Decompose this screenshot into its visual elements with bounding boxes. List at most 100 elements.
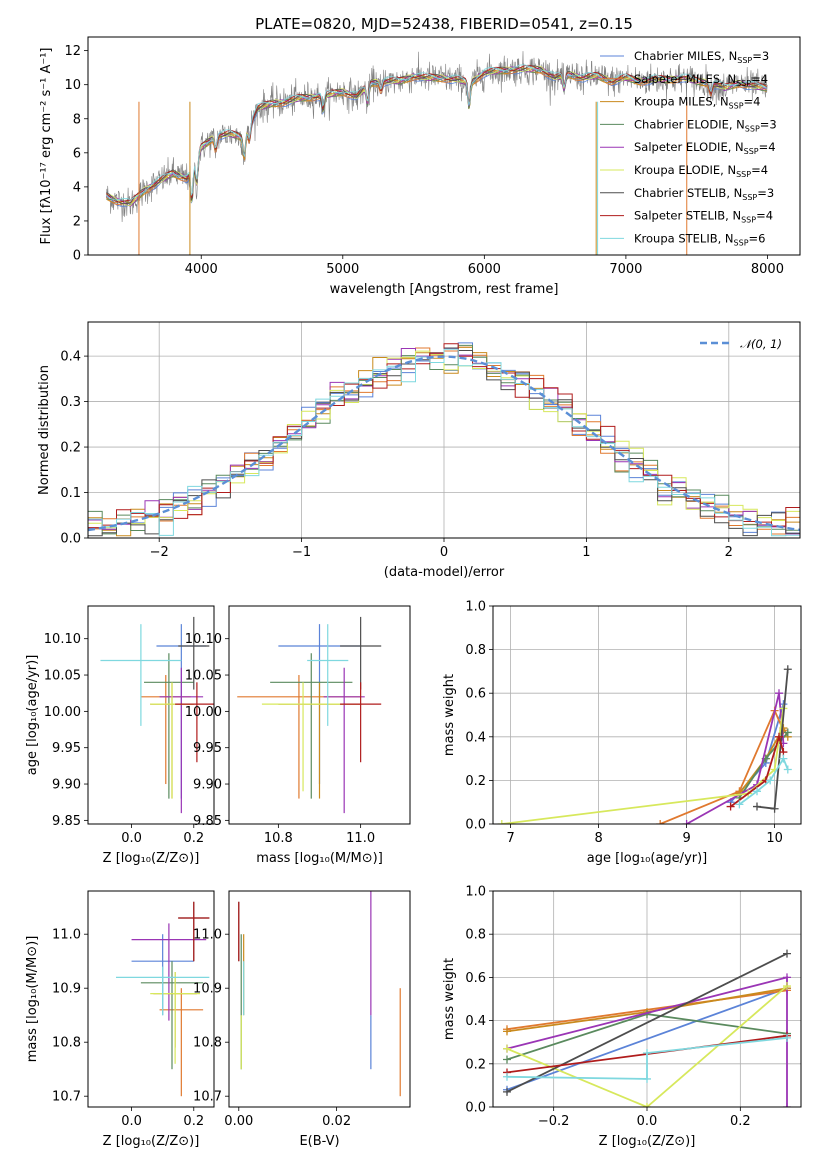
x-tick-label: 10.8 bbox=[264, 831, 293, 846]
y-tick-label: 10.00 bbox=[185, 705, 222, 720]
legend-label: Chabrier STELIB, NSSP=3 bbox=[634, 186, 774, 202]
weight-marker bbox=[726, 802, 735, 811]
y-tick-label: 0.0 bbox=[465, 818, 486, 833]
y-tick-label: 4 bbox=[73, 180, 81, 195]
axes-frame bbox=[228, 890, 411, 1108]
x-tick-label: −1 bbox=[292, 545, 311, 560]
axes-weight-age: 7 8 9 10 0.0 0.2 0.4 0.6 0.8 1.0 age [log₁₀(age/yr… bbox=[442, 600, 802, 866]
y-axis-label: Flux [fλ10⁻¹⁷ erg cm⁻² s⁻¹ A⁻¹] bbox=[39, 48, 54, 245]
axes-mass-EBV: 0.00 0.02 10.7 10.8 10.9 11.0 E(B-V) bbox=[193, 890, 411, 1149]
axes-frame bbox=[87, 321, 801, 539]
legend-label: Kroupa ELODIE, NSSP=4 bbox=[634, 163, 768, 179]
x-tick-label: 0.0 bbox=[121, 831, 142, 846]
weight-series-8 bbox=[730, 733, 785, 808]
x-tick-label: 5000 bbox=[326, 262, 359, 277]
model-line-8 bbox=[106, 64, 767, 203]
y-tick-label: 0.6 bbox=[465, 687, 486, 702]
weight-marker bbox=[753, 802, 761, 811]
y-axis-label: mass [log₁₀(M/M⊙)] bbox=[25, 936, 40, 1063]
weight-marker bbox=[497, 820, 506, 824]
x-axis-label: (data-model)/error bbox=[384, 565, 505, 580]
plot-area-mass-Z bbox=[116, 901, 210, 1097]
y-tick-label: 10.8 bbox=[52, 1036, 81, 1051]
y-tick-label: 0.8 bbox=[465, 928, 486, 943]
y-tick-label: 10 bbox=[64, 78, 81, 93]
weight-marker bbox=[775, 732, 783, 741]
x-tick-label: 2 bbox=[725, 545, 733, 560]
y-tick-label: 9.95 bbox=[52, 741, 81, 756]
x-axis-label: mass [log₁₀(M/M⊙)] bbox=[256, 851, 383, 866]
axes-age-Z: 0.0 0.2 9.85 9.90 9.95 10.00 10.05 10.10 Z [log₁… bbox=[25, 605, 215, 866]
weight-marker bbox=[643, 1074, 651, 1083]
y-tick-label: 10.05 bbox=[44, 669, 81, 684]
weight-marker bbox=[783, 982, 791, 991]
x-tick-label: 10 bbox=[766, 831, 783, 846]
axes-frame bbox=[87, 605, 215, 825]
legend-label: Chabrier ELODIE, NSSP=3 bbox=[634, 117, 777, 133]
x-tick-label: 7 bbox=[506, 831, 514, 846]
plot-area-weight-Z bbox=[503, 949, 791, 1107]
x-tick-label: 0.0 bbox=[637, 1114, 658, 1129]
model-line-9 bbox=[106, 64, 767, 201]
y-tick-label: 0.4 bbox=[60, 350, 81, 365]
x-tick-label: 8 bbox=[594, 831, 602, 846]
weight-marker bbox=[783, 1103, 791, 1107]
x-tick-label: 6000 bbox=[468, 262, 501, 277]
y-tick-label: 1.0 bbox=[465, 885, 486, 900]
y-tick-label: 10.10 bbox=[44, 632, 81, 647]
axes-weight-Z: −0.2 0.0 0.2 0.0 0.2 0.4 0.6 0.8 1.0 Z [log₁₀(Z/Z… bbox=[442, 885, 802, 1149]
plot-area-age-mass bbox=[237, 616, 382, 814]
weight-marker bbox=[503, 1072, 511, 1081]
legend-label: Chabrier MILES, NSSP=3 bbox=[634, 49, 769, 65]
y-tick-label: 10.05 bbox=[185, 669, 222, 684]
x-tick-label: 8000 bbox=[751, 262, 784, 277]
x-tick-label: 11.0 bbox=[346, 831, 375, 846]
legend-label: Kroupa MILES, NSSP=4 bbox=[634, 95, 760, 111]
y-tick-label: 11.0 bbox=[52, 928, 81, 943]
weight-marker bbox=[775, 689, 783, 698]
x-axis-label: age [log₁₀(age/yr)] bbox=[587, 851, 708, 866]
y-axis-label: mass weight bbox=[442, 958, 457, 1040]
y-tick-label: 9.90 bbox=[193, 778, 222, 793]
y-tick-label: 9.90 bbox=[52, 778, 81, 793]
axes-spectrum: 4000 5000 6000 7000 8000 0 2 4 6 8 10 12 wavelength … bbox=[39, 15, 801, 297]
weight-series-9 bbox=[506, 1037, 788, 1080]
weight-series-2 bbox=[659, 708, 785, 824]
weight-marker bbox=[783, 665, 792, 674]
weight-marker bbox=[735, 800, 744, 809]
normal-reference-curve bbox=[88, 355, 800, 532]
legend-label: Salpeter STELIB, NSSP=4 bbox=[634, 209, 773, 225]
weight-marker bbox=[766, 776, 775, 785]
chart-title: PLATE=0820, MJD=52438, FIBERID=0541, z=0… bbox=[255, 15, 633, 33]
weight-marker bbox=[682, 820, 691, 824]
x-tick-label: 7000 bbox=[609, 262, 642, 277]
y-tick-label: 0.0 bbox=[60, 532, 81, 547]
weight-marker bbox=[783, 765, 792, 774]
plot-area-weight-age bbox=[497, 665, 792, 824]
x-tick-label: 0.00 bbox=[224, 1114, 253, 1129]
weight-marker bbox=[503, 1087, 511, 1096]
axes-frame bbox=[87, 890, 215, 1108]
y-tick-label: 6 bbox=[73, 146, 81, 161]
y-tick-label: 10.10 bbox=[185, 632, 222, 647]
axes-frame bbox=[492, 605, 802, 825]
weight-marker bbox=[503, 1044, 511, 1053]
x-axis-label: E(B-V) bbox=[299, 1134, 339, 1149]
y-tick-label: 9.85 bbox=[52, 814, 81, 829]
y-axis-label: Normed distribution bbox=[37, 365, 52, 495]
x-tick-label: 1 bbox=[582, 545, 590, 560]
axes-age-mass: 10.8 11.0 9.85 9.90 9.95 10.00 10.05 10.10 mass … bbox=[185, 605, 411, 866]
x-tick-label: 0.02 bbox=[322, 1114, 351, 1129]
plot-area-residuals bbox=[88, 342, 800, 537]
y-tick-label: 10.9 bbox=[193, 982, 222, 997]
weight-series-1 bbox=[506, 987, 788, 1091]
x-tick-label: −0.2 bbox=[538, 1114, 570, 1129]
weight-marker bbox=[656, 820, 665, 824]
legend-label: Salpeter ELODIE, NSSP=4 bbox=[634, 140, 776, 156]
plot-area-mass-EBV bbox=[238, 891, 401, 1097]
x-axis-label: Z [log₁₀(Z/Z⊙)] bbox=[103, 1134, 200, 1149]
axes-frame bbox=[87, 36, 801, 256]
plot-area-spectrum bbox=[106, 51, 768, 255]
weight-marker bbox=[783, 1033, 791, 1042]
x-tick-label: 4000 bbox=[185, 262, 218, 277]
